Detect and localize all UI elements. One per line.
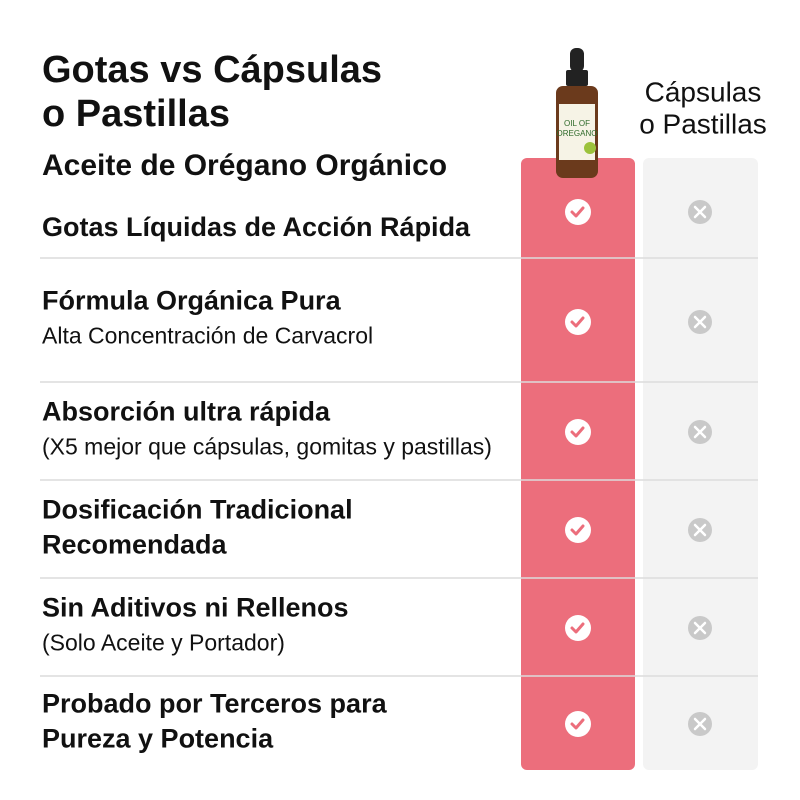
column-header: o Pastillas <box>639 108 767 139</box>
check-mark <box>570 622 585 634</box>
comparison-column <box>643 158 758 770</box>
row-title: Gotas Líquidas de Acción Rápida <box>42 212 471 242</box>
check-icon <box>565 199 591 225</box>
row-title: Dosificación Tradicional <box>42 495 353 525</box>
x-mark <box>693 315 707 329</box>
x-icon <box>688 310 712 334</box>
title: o Pastillas <box>42 93 230 135</box>
check-mark <box>570 524 585 536</box>
row-title: Fórmula Orgánica Pura <box>42 286 342 316</box>
x-mark <box>693 205 707 219</box>
row-title: Sin Aditivos ni Rellenos <box>42 593 349 623</box>
check-icon <box>565 615 591 641</box>
row-subtitle: (X5 mejor que cápsulas, gomitas y pastil… <box>42 434 492 460</box>
x-mark <box>693 523 707 537</box>
x-icon <box>688 420 712 444</box>
row-subtitle: (Solo Aceite y Portador) <box>42 630 285 656</box>
check-icon <box>565 711 591 737</box>
subtitle: Aceite de Orégano Orgánico <box>42 149 447 182</box>
check-mark <box>570 426 585 438</box>
check-icon <box>565 517 591 543</box>
x-icon <box>688 616 712 640</box>
row-title: Pureza y Potencia <box>42 724 274 754</box>
check-icon <box>565 419 591 445</box>
bottle: OIL OF OREGANO <box>556 48 598 178</box>
x-icon <box>688 712 712 736</box>
row-title: Absorción ultra rápida <box>42 397 331 427</box>
x-mark <box>693 717 707 731</box>
row-title: Probado por Terceros para <box>42 689 388 719</box>
x-icon <box>688 200 712 224</box>
product-column <box>521 158 635 770</box>
row-title: Recomendada <box>42 530 228 560</box>
check-mark <box>570 718 585 730</box>
x-mark <box>693 425 707 439</box>
title: Gotas vs Cápsulas <box>42 49 382 91</box>
check-icon <box>565 309 591 335</box>
check-mark <box>570 206 585 218</box>
row-subtitle: Alta Concentración de Carvacrol <box>42 323 373 349</box>
check-mark <box>570 316 585 328</box>
x-mark <box>693 621 707 635</box>
bottle-label: OREGANO <box>557 129 598 138</box>
bottle-label: OIL OF <box>564 119 590 128</box>
x-icon <box>688 518 712 542</box>
column-header: Cápsulas <box>645 76 762 107</box>
